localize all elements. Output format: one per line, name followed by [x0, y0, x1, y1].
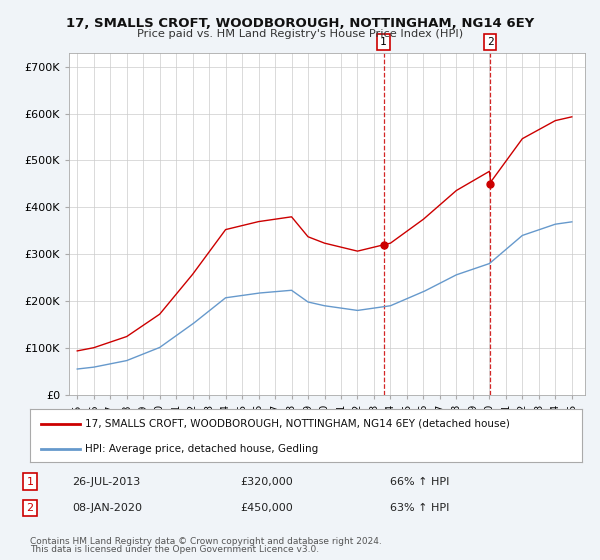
- Text: 08-JAN-2020: 08-JAN-2020: [72, 503, 142, 513]
- Text: 63% ↑ HPI: 63% ↑ HPI: [390, 503, 449, 513]
- Text: 17, SMALLS CROFT, WOODBOROUGH, NOTTINGHAM, NG14 6EY (detached house): 17, SMALLS CROFT, WOODBOROUGH, NOTTINGHA…: [85, 419, 510, 429]
- Text: 66% ↑ HPI: 66% ↑ HPI: [390, 477, 449, 487]
- Text: 17, SMALLS CROFT, WOODBOROUGH, NOTTINGHAM, NG14 6EY: 17, SMALLS CROFT, WOODBOROUGH, NOTTINGHA…: [66, 17, 534, 30]
- Text: 1: 1: [26, 477, 34, 487]
- Text: Contains HM Land Registry data © Crown copyright and database right 2024.: Contains HM Land Registry data © Crown c…: [30, 537, 382, 546]
- Text: 1: 1: [380, 37, 387, 47]
- Text: 26-JUL-2013: 26-JUL-2013: [72, 477, 140, 487]
- Text: 2: 2: [487, 37, 493, 47]
- Text: Price paid vs. HM Land Registry's House Price Index (HPI): Price paid vs. HM Land Registry's House …: [137, 29, 463, 39]
- Text: 2: 2: [26, 503, 34, 513]
- Text: £450,000: £450,000: [240, 503, 293, 513]
- Text: This data is licensed under the Open Government Licence v3.0.: This data is licensed under the Open Gov…: [30, 545, 319, 554]
- Text: £320,000: £320,000: [240, 477, 293, 487]
- Text: HPI: Average price, detached house, Gedling: HPI: Average price, detached house, Gedl…: [85, 444, 319, 454]
